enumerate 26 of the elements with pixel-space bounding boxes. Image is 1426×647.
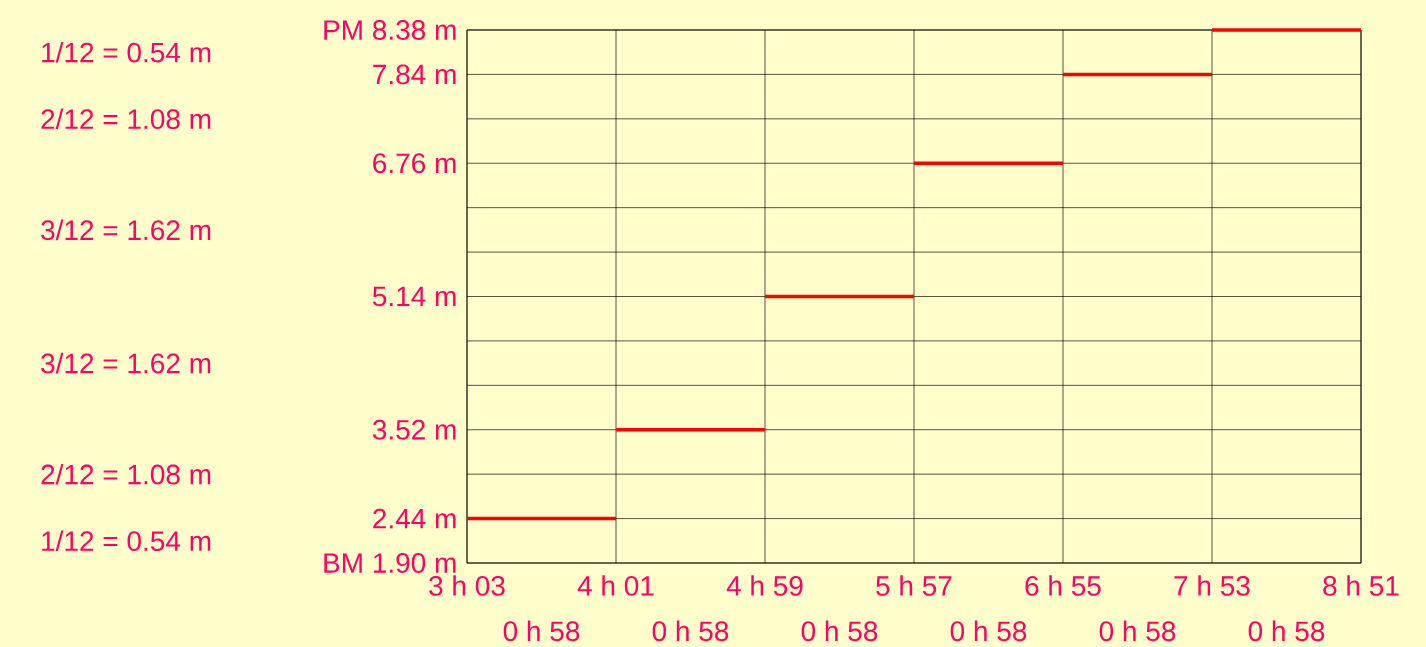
text: 3/12 = 1.62 m [41,219,211,241]
text: 0 h 58 [950,620,1027,642]
y-tick-label: 3.52 m [372,419,456,440]
text: 0 h 58 [1099,620,1176,642]
y-tick-label: BM 1.90 m [324,553,456,573]
x-tick-label: 8 h 51 [1323,575,1399,596]
y-tick-label: 6.76 m [373,153,456,174]
text: 3/12 = 1.62 m [41,352,211,374]
text: 0 h 58 [652,620,729,642]
text: 2/12 = 1.08 m [41,463,211,485]
x-tick-label: 7 h 53 [1174,575,1250,596]
x-tick-label: 4 h 01 [577,575,654,596]
x-tick-label: 6 h 55 [1025,575,1101,596]
y-tick-label: PM 8.38 m [324,20,456,40]
y-tick-label: 2.44 m [373,508,456,529]
y-tick-label: 7.84 m [373,64,456,85]
x-tick-label: 3 h 03 [429,575,505,596]
x-tick-label: 4 h 59 [726,575,803,596]
text: 2/12 = 1.08 m [41,108,211,130]
text: 1/12 = 0.54 m [42,530,211,552]
y-tick-label: 5.14 m [372,286,456,307]
text: 1/12 = 0.54 m [42,41,211,63]
text: 0 h 58 [801,620,878,642]
text: 0 h 58 [503,620,580,642]
x-tick-label: 5 h 57 [876,575,952,596]
text: 0 h 58 [1248,620,1325,642]
